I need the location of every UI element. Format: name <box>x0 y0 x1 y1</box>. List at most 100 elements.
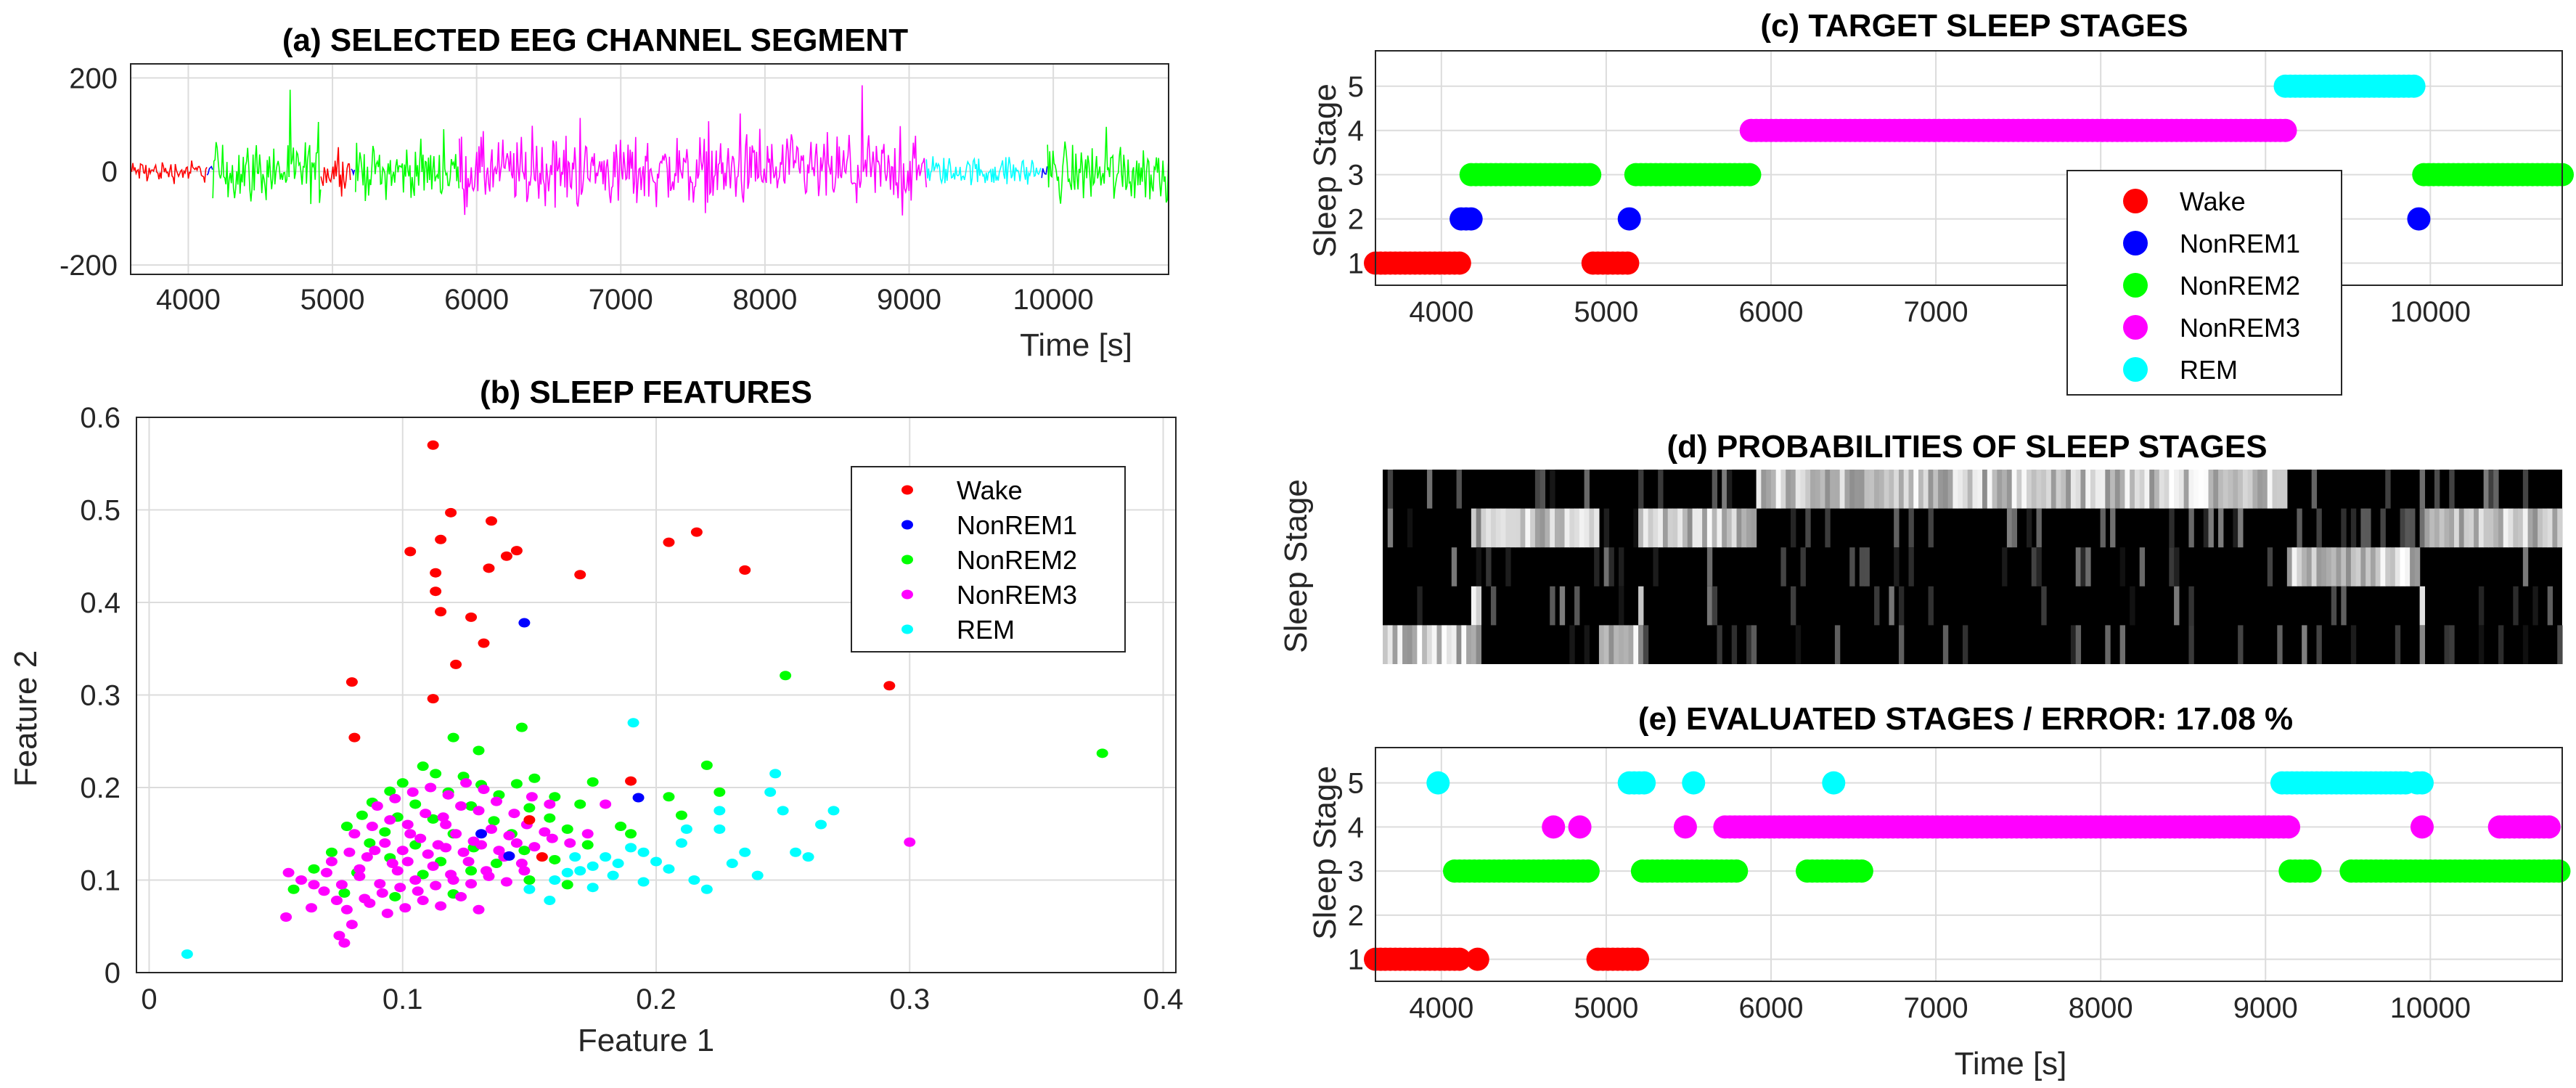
heatmap-cell <box>1402 625 1408 664</box>
feature-point-wake <box>445 507 457 518</box>
feature-point-rem <box>827 806 840 816</box>
panel-b-ylabel: Feature 2 <box>8 650 44 787</box>
feature-point-nonrem3 <box>455 801 467 811</box>
feature-point-nonrem3 <box>282 867 295 878</box>
legend-marker-rem <box>901 624 913 634</box>
feature-point-rem <box>561 867 573 878</box>
heatmap-cell <box>1476 508 1482 548</box>
heatmap-cell <box>2316 508 2322 548</box>
feature-point-nonrem3 <box>508 809 520 819</box>
heatmap-cell <box>1741 508 1747 548</box>
eeg-xtick-label: 10000 <box>1013 284 1093 316</box>
heatmap-cell <box>1633 508 1639 548</box>
feature-point-nonrem2 <box>384 786 396 796</box>
feature-point-rem <box>713 806 726 816</box>
features-ytick-label: 0.4 <box>80 587 120 619</box>
feature-point-nonrem2 <box>615 822 627 832</box>
heatmap-cell <box>2085 547 2091 586</box>
heatmap-cell <box>2385 547 2391 586</box>
heatmap-cell <box>2046 470 2052 509</box>
eeg-xtick-label: 7000 <box>589 284 653 316</box>
heatmap-cell <box>2331 586 2337 626</box>
feature-point-nonrem2 <box>447 732 459 743</box>
feature-point-nonrem3 <box>500 877 512 887</box>
feature-point-nonrem3 <box>460 778 473 788</box>
heatmap-cell <box>1889 586 1894 626</box>
stage-marker-wake <box>1447 947 1471 971</box>
heatmap-cell <box>1834 470 1841 509</box>
heatmap-cell <box>2410 508 2416 548</box>
heatmap-cell <box>2474 508 2479 548</box>
feature-point-nonrem2 <box>417 761 429 772</box>
heatmap-cell <box>2247 470 2254 509</box>
heatmap-cell <box>2527 508 2533 548</box>
feature-point-nonrem2 <box>379 827 391 837</box>
heatmap-cell <box>2444 625 2450 664</box>
panel-a-eeg: 4000 5000 6000 7000 8000 9000 10000 -200 0 200 (a… <box>60 23 1169 363</box>
panel-b-legend: Wake NonREM1 NonREM2 NonREM3 REM <box>851 466 1126 653</box>
feature-point-nonrem2 <box>780 671 792 681</box>
eeg-segment-nonrem1 <box>206 165 213 176</box>
heatmap-cell <box>2193 470 2199 509</box>
feature-point-rem <box>627 718 639 728</box>
feature-point-nonrem3 <box>345 920 358 930</box>
heatmap-cell <box>1717 625 1722 664</box>
feature-point-wake <box>348 732 361 743</box>
heatmap-cell <box>2316 625 2322 664</box>
heatmap-cell <box>2188 508 2194 548</box>
eeg-segment-nonrem2 <box>1047 126 1169 204</box>
heatmap-cell <box>2011 508 2018 548</box>
stage-ytick-label: 1 <box>1348 944 1364 976</box>
heatmap-cell <box>1476 625 1482 664</box>
heatmap-cell <box>2110 470 2116 509</box>
feature-point-nonrem3 <box>440 819 452 830</box>
stage-marker-nonrem2 <box>1849 859 1873 883</box>
heatmap-cell <box>2532 508 2538 548</box>
heatmap-cell <box>1706 508 1713 548</box>
heatmap-cell <box>1687 508 1693 548</box>
feature-point-nonrem2 <box>549 854 561 864</box>
heatmap-cell <box>1486 508 1492 548</box>
feature-point-nonrem2 <box>574 799 586 809</box>
heatmap-cell <box>2395 547 2401 586</box>
feature-point-nonrem3 <box>417 896 429 906</box>
feature-point-nonrem3 <box>528 842 541 852</box>
heatmap-cell <box>1780 470 1786 509</box>
heatmap-cell <box>2041 586 2047 626</box>
heatmap-cell <box>2370 547 2376 586</box>
heatmap-cell <box>2056 470 2061 509</box>
heatmap-cell <box>2262 470 2268 509</box>
feature-point-nonrem2 <box>625 829 637 839</box>
feature-point-nonrem3 <box>404 829 417 839</box>
feature-point-wake <box>427 694 439 704</box>
heatmap-cell <box>2119 547 2125 586</box>
heatmap-cell <box>2026 470 2032 509</box>
heatmap-cell <box>2208 508 2214 548</box>
feature-point-nonrem3 <box>409 875 422 885</box>
feature-point-wake <box>465 612 478 622</box>
heatmap-cell <box>1746 625 1752 664</box>
heatmap-cell <box>1594 508 1600 548</box>
stage-marker-rem <box>2402 74 2426 98</box>
panel-c-ylabel: Sleep Stage <box>1307 83 1343 258</box>
legend-marker-nonrem2 <box>901 555 913 565</box>
heatmap-cell <box>1598 625 1605 664</box>
stage-marker-nonrem2 <box>1578 163 1602 187</box>
heatmap-cell <box>1815 470 1821 509</box>
feature-point-nonrem3 <box>442 790 454 800</box>
heatmap-cell <box>1564 508 1570 548</box>
heatmap-cell <box>2400 508 2405 548</box>
heatmap-cell <box>2114 470 2121 509</box>
feature-point-wake <box>450 659 462 669</box>
heatmap-cell <box>1775 470 1782 509</box>
legend-marker-nonrem2 <box>2123 273 2148 298</box>
heatmap-cell <box>2350 508 2357 548</box>
legend-marker-nonrem1 <box>901 520 913 530</box>
feature-point-nonrem3 <box>343 847 356 857</box>
heatmap-cell <box>2144 470 2150 509</box>
stage-marker-nonrem1 <box>1617 207 1641 231</box>
heatmap-cell <box>1706 586 1713 626</box>
features-xtick-label: 0 <box>141 983 157 1015</box>
legend-label: NonREM3 <box>2180 313 2300 343</box>
